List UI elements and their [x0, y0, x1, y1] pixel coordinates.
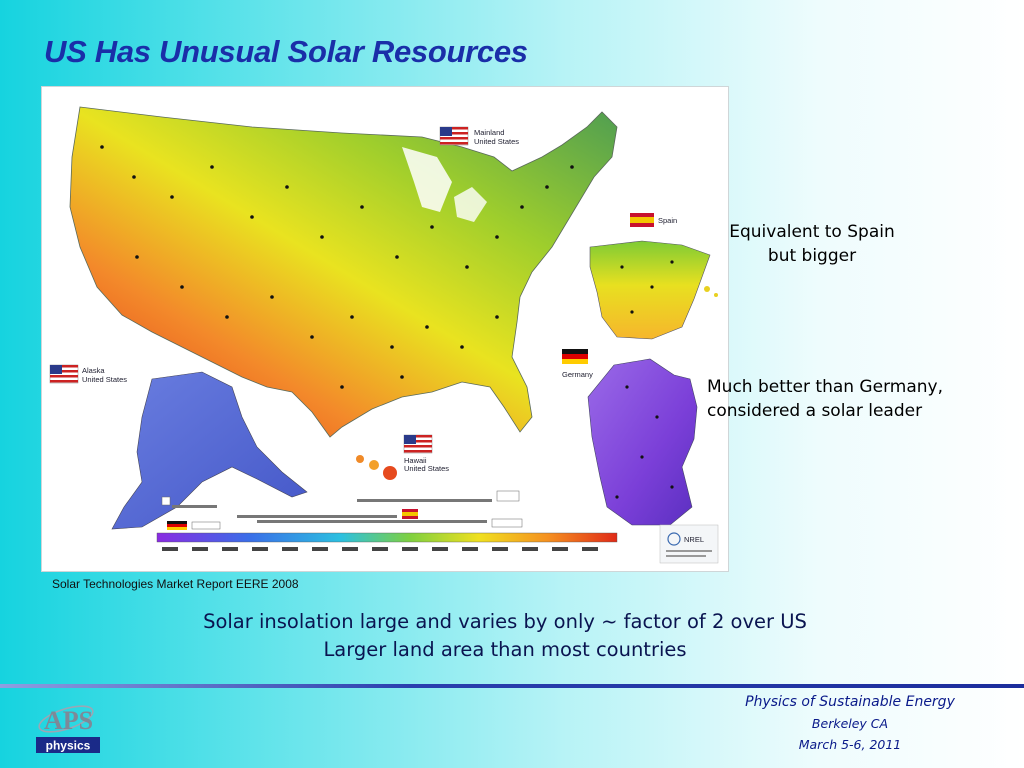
nrel-logo-text: NREL — [684, 535, 704, 544]
source-citation: Solar Technologies Market Report EERE 20… — [52, 577, 299, 591]
mainland-label-line-2: United States — [474, 137, 519, 146]
spain-callout-line-2: but bigger — [767, 246, 857, 266]
germany-callout-line-2: considered a solar leader — [707, 401, 923, 421]
footer-divider — [0, 684, 1024, 688]
hawaii-label: Hawaii United States — [403, 434, 449, 473]
hawaii-label-line-2: United States — [404, 464, 449, 473]
summary-line-1: Solar insolation large and varies by onl… — [203, 610, 807, 633]
alaska-label-line-1: Alaska — [82, 366, 105, 375]
summary-text: Solar insolation large and varies by onl… — [0, 608, 1010, 664]
aps-logo-word: physics — [46, 739, 91, 753]
alaska-label: Alaska United States — [49, 364, 127, 384]
footer-event-place: Berkeley CA — [811, 716, 889, 731]
germany-label: Germany — [562, 349, 593, 379]
footer-event-info: Physics of Sustainable Energy Berkeley C… — [690, 691, 1010, 755]
mainland-us-shape — [69, 106, 618, 438]
aps-logo-letters: APS — [44, 706, 93, 735]
germany-shape — [587, 358, 698, 526]
footer-event-name: Physics of Sustainable Energy — [745, 694, 955, 710]
slide-title: US Has Unusual Solar Resources — [44, 34, 528, 69]
spain-label: Spain — [630, 213, 677, 227]
nrel-logo: NREL — [659, 524, 719, 564]
germany-label-text: Germany — [562, 370, 593, 379]
spain-callout-line-1: Equivalent to Spain — [729, 222, 895, 242]
spain-callout: Equivalent to Spain but bigger — [700, 220, 924, 268]
aps-physics-logo: APS physics — [36, 705, 100, 753]
comparison-bars — [161, 490, 523, 530]
germany-callout: Much better than Germany, considered a s… — [707, 375, 1017, 423]
spain-shape — [589, 240, 718, 340]
mainland-label-line-1: Mainland — [474, 128, 504, 137]
hawaii-shape — [356, 455, 397, 480]
alaska-shape — [111, 371, 308, 530]
insolation-legend — [156, 532, 618, 551]
hawaii-label-line-1: Hawaii — [404, 456, 427, 465]
footer-event-date: March 5-6, 2011 — [798, 737, 902, 752]
solar-resource-map: Mainland United States Spain Germany Ala… — [41, 86, 729, 572]
spain-label-text: Spain — [658, 216, 677, 225]
summary-line-2: Larger land area than most countries — [323, 638, 687, 661]
city-markers — [100, 145, 674, 499]
alaska-label-line-2: United States — [82, 375, 127, 384]
germany-callout-line-1: Much better than Germany, — [707, 377, 943, 397]
mainland-label: Mainland United States — [439, 126, 519, 146]
